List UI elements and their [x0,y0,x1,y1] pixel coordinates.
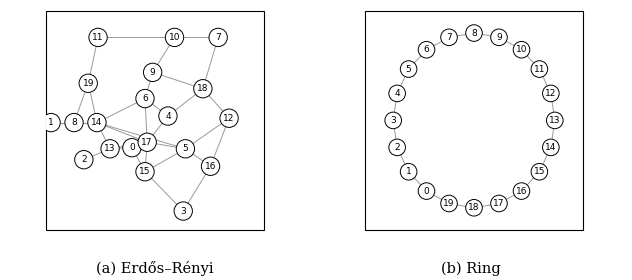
Text: 7: 7 [446,33,452,42]
Text: 3: 3 [391,116,396,125]
Text: 18: 18 [468,203,480,212]
Circle shape [166,28,184,46]
Circle shape [88,113,106,132]
Text: 2: 2 [394,143,400,152]
Circle shape [542,85,559,102]
Circle shape [400,164,417,180]
Text: 13: 13 [104,144,116,153]
Circle shape [400,61,417,77]
Circle shape [143,63,162,81]
Text: 5: 5 [406,65,411,74]
Circle shape [385,112,401,129]
Circle shape [136,163,154,181]
Text: 1: 1 [48,118,54,127]
Text: 11: 11 [92,33,104,42]
Circle shape [159,107,177,125]
Circle shape [389,85,406,102]
Text: 4: 4 [394,89,400,98]
Text: 16: 16 [516,186,527,195]
Text: 10: 10 [516,45,527,54]
Text: 7: 7 [216,33,221,42]
Text: (b) Ring: (b) Ring [441,262,501,276]
Circle shape [138,133,156,151]
Text: 11: 11 [533,65,545,74]
Text: 18: 18 [197,84,209,93]
Text: 0: 0 [129,143,135,152]
Circle shape [220,109,238,127]
Text: 17: 17 [142,138,153,147]
Circle shape [531,164,548,180]
Circle shape [89,28,107,46]
Text: 14: 14 [545,143,557,152]
Text: 12: 12 [223,114,234,123]
Circle shape [441,29,458,46]
Circle shape [513,183,530,199]
Text: (a) Erdős–Rényi: (a) Erdős–Rényi [96,261,214,276]
Circle shape [75,151,93,169]
Text: 1: 1 [406,167,411,176]
Circle shape [441,195,458,212]
Circle shape [466,199,482,216]
Text: 19: 19 [443,199,455,208]
Circle shape [136,89,154,108]
Circle shape [466,25,482,41]
Circle shape [531,61,548,77]
Text: 10: 10 [169,33,180,42]
Circle shape [418,183,435,199]
Circle shape [123,139,141,157]
Text: 4: 4 [165,111,171,120]
Text: 8: 8 [471,29,477,38]
Text: 12: 12 [545,89,557,98]
Text: 5: 5 [183,144,188,153]
Circle shape [209,28,228,46]
Text: 15: 15 [139,167,151,176]
Circle shape [513,41,530,58]
Circle shape [79,74,97,92]
Circle shape [202,157,220,176]
Circle shape [418,41,435,58]
Circle shape [174,202,192,220]
Circle shape [42,113,60,132]
Circle shape [542,139,559,156]
Text: 16: 16 [205,162,216,171]
Text: 14: 14 [91,118,102,127]
Text: 19: 19 [83,79,94,88]
Circle shape [389,139,406,156]
Text: 13: 13 [549,116,561,125]
Text: 2: 2 [81,155,87,164]
Circle shape [194,80,212,98]
Circle shape [65,113,83,132]
Circle shape [490,29,507,46]
Text: 3: 3 [180,207,186,216]
Circle shape [490,195,507,212]
Text: 9: 9 [150,68,155,77]
Circle shape [176,140,195,158]
Text: 8: 8 [71,118,77,127]
Circle shape [547,112,563,129]
Circle shape [101,140,119,158]
Text: 17: 17 [493,199,505,208]
Text: 0: 0 [423,186,429,195]
Text: 6: 6 [423,45,429,54]
Text: 15: 15 [533,167,545,176]
Text: 9: 9 [496,33,502,42]
Text: 6: 6 [142,94,148,103]
